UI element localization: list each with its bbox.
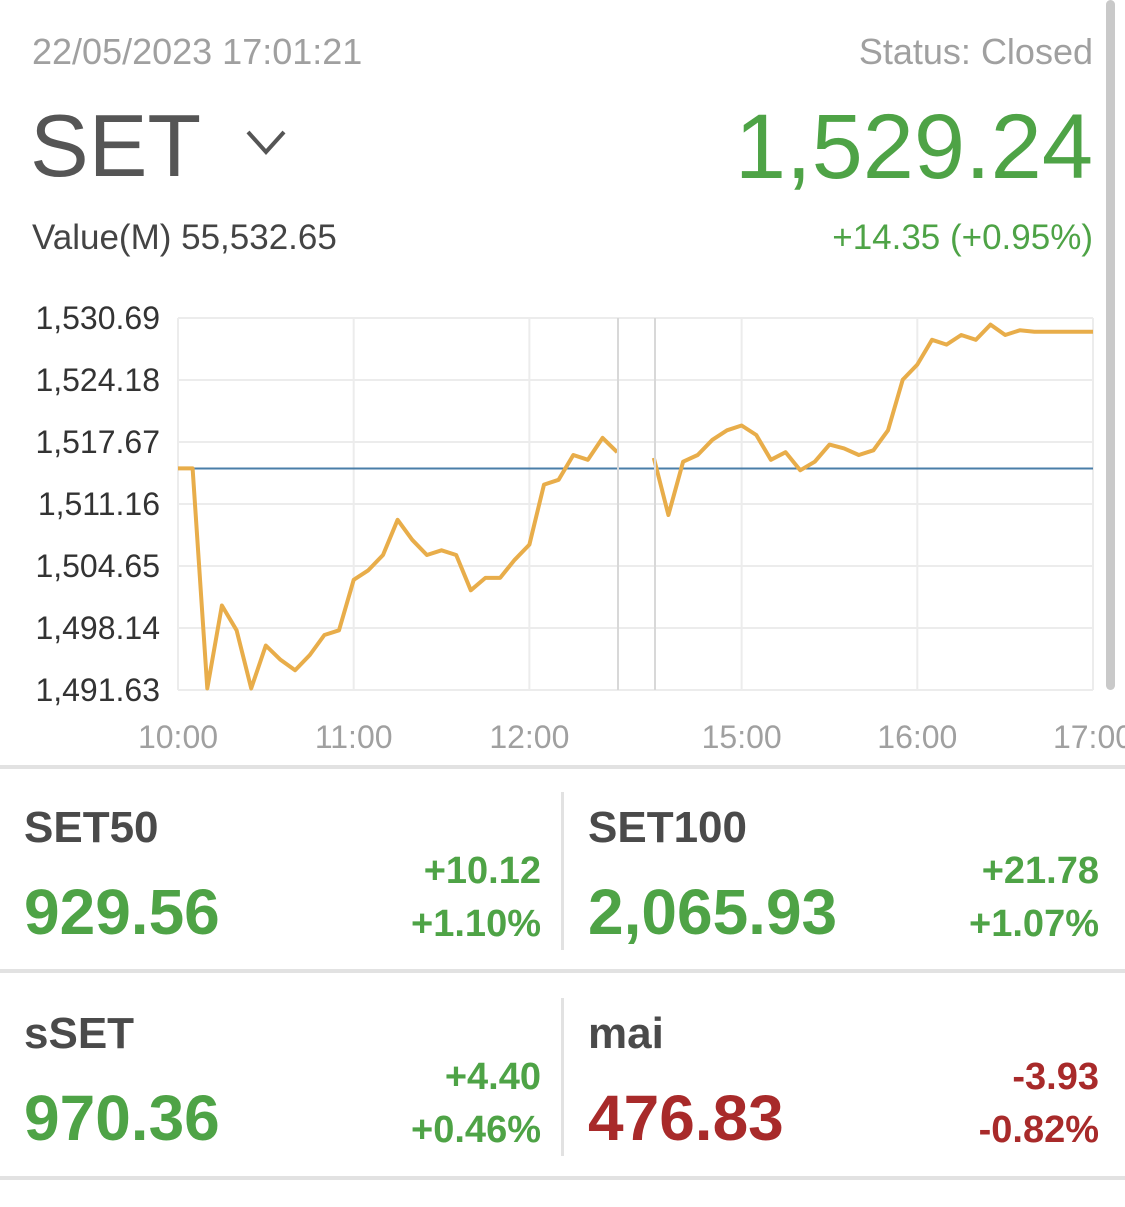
- y-tick-label: 1,498.14: [35, 610, 160, 646]
- column-divider: [561, 792, 564, 950]
- datetime: 22/05/2023 17:01:21: [32, 31, 362, 72]
- scrollbar: [1106, 0, 1115, 690]
- index-name: SET100: [588, 803, 747, 852]
- index-cards: SET50 929.56 +10.12 +1.10% SET100 2,065.93 +21…: [24, 803, 1099, 1154]
- x-tick-label: 15:00: [702, 719, 782, 755]
- index-percent: -0.82%: [979, 1109, 1099, 1151]
- dropdown-chevron[interactable]: [246, 130, 286, 155]
- traded-value: Value(M) 55,532.65: [32, 218, 337, 257]
- index-value: 970.36: [24, 1082, 220, 1154]
- index-name: sSET: [24, 1009, 134, 1058]
- index-value: 929.56: [24, 876, 220, 948]
- index-change: +14.35 (+0.95%): [832, 218, 1093, 257]
- divider: [0, 765, 1125, 769]
- index-name: mai: [588, 1009, 664, 1058]
- divider: [0, 969, 1125, 973]
- divider: [0, 1176, 1125, 1180]
- y-tick-label: 1,530.69: [35, 300, 160, 336]
- intraday-chart: 1,491.63 1,498.14 1,504.65 1,511.16 1,517.67…: [35, 300, 1125, 755]
- x-tick-label: 11:00: [315, 719, 393, 755]
- x-tick-label: 10:00: [138, 719, 218, 755]
- index-percent: +1.10%: [411, 903, 541, 945]
- y-tick-label: 1,511.16: [38, 486, 160, 522]
- column-divider: [561, 998, 564, 1156]
- x-tick-label: 12:00: [489, 719, 569, 755]
- y-tick-label: 1,517.67: [35, 424, 160, 460]
- y-tick-label: 1,524.18: [35, 362, 160, 398]
- index-percent: +1.07%: [969, 903, 1099, 945]
- index-change: +4.40: [445, 1056, 541, 1098]
- index-card[interactable]: mai 476.83 -3.93 -0.82%: [588, 1009, 1099, 1154]
- index-card[interactable]: sSET 970.36 +4.40 +0.46%: [24, 1009, 541, 1154]
- index-percent: +0.46%: [411, 1109, 541, 1151]
- index-price: 1,529.24: [735, 96, 1093, 198]
- index-name: SET50: [24, 803, 159, 852]
- market-status: Status: Closed: [859, 31, 1093, 72]
- x-tick-label: 16:00: [877, 719, 957, 755]
- x-tick-label: 17:00: [1053, 719, 1125, 755]
- index-change: +10.12: [424, 850, 541, 892]
- y-tick-label: 1,504.65: [35, 548, 160, 584]
- index-card[interactable]: SET100 2,065.93 +21.78 +1.07%: [588, 803, 1099, 948]
- index-card[interactable]: SET50 929.56 +10.12 +1.10%: [24, 803, 541, 948]
- price-line: [178, 322, 1093, 691]
- index-selector[interactable]: SET: [30, 96, 201, 195]
- index-change: -3.93: [1012, 1056, 1099, 1098]
- index-value: 476.83: [588, 1082, 784, 1154]
- y-tick-label: 1,491.63: [35, 672, 160, 708]
- index-change: +21.78: [982, 850, 1099, 892]
- index-value: 2,065.93: [588, 876, 837, 948]
